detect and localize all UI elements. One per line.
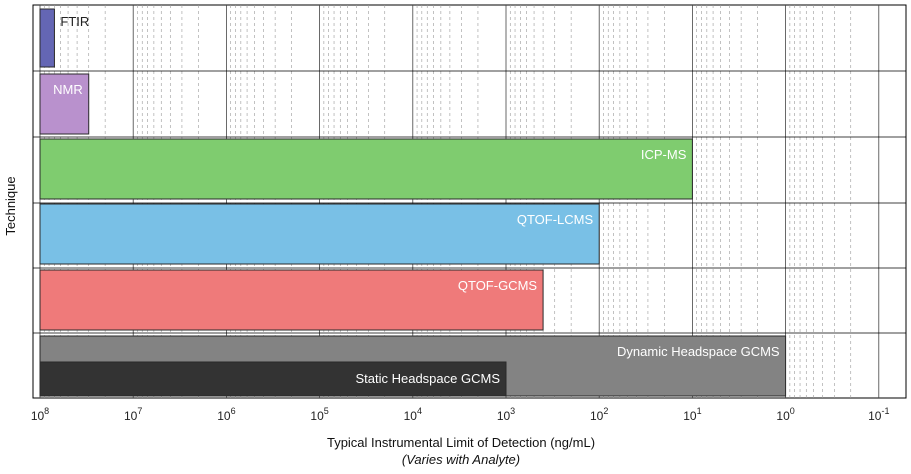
x-tick-label: 107	[124, 406, 142, 423]
grid-lines	[32, 4, 907, 399]
bar-label-ftir: FTIR	[60, 14, 89, 29]
bar-qtof-lcms	[39, 203, 600, 265]
x-axis-title: Typical Instrumental Limit of Detection …	[327, 435, 595, 450]
bar-icp-ms	[39, 138, 693, 200]
x-tick-labels: 108 107 106 105 104 103 102 101 100 10-1	[31, 406, 890, 423]
bar-label-icp-ms: ICP-MS	[641, 147, 687, 162]
x-tick-label: 105	[310, 406, 328, 423]
bar-nmr	[39, 73, 90, 135]
x-axis-note: (Varies with Analyte)	[402, 452, 520, 467]
bar-label-qtof-lcms: QTOF-LCMS	[517, 212, 594, 227]
bar-label-qtof-gcms: QTOF-GCMS	[458, 278, 538, 293]
x-tick-label: 101	[683, 406, 701, 423]
x-tick-label: 106	[217, 406, 235, 423]
bars-group: FTIR NMR ICP-MS QTOF-LCMS QTOF-GCMS Dynamic H…	[39, 8, 787, 397]
bar-static-headspace-gcms	[39, 361, 507, 397]
x-tick-label: 104	[404, 406, 422, 423]
bar-label-nmr: NMR	[53, 82, 83, 97]
y-axis-title: Technique	[3, 176, 18, 235]
x-tick-label: 100	[776, 406, 794, 423]
x-tick-label: 10-1	[868, 406, 889, 423]
bar-label-static-headspace-gcms: Static Headspace GCMS	[355, 371, 500, 386]
x-tick-label: 108	[31, 406, 49, 423]
plot-frame	[32, 4, 907, 399]
bar-label-dynamic-headspace-gcms: Dynamic Headspace GCMS	[617, 344, 780, 359]
x-tick-label: 103	[497, 406, 515, 423]
x-tick-label: 102	[590, 406, 608, 423]
bar-qtof-gcms	[39, 269, 544, 331]
bar-ftir	[39, 8, 55, 68]
